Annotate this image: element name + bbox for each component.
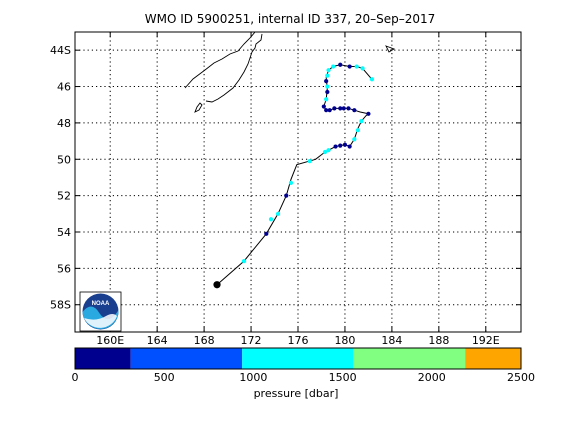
colorbar-tick-label: 2000 [418,371,446,384]
lat-tick-label: 58S [50,299,71,312]
lat-tick-label: 54 [57,226,71,239]
noaa-logo-text: NOAA [92,301,110,307]
profile-point [354,64,359,69]
profile-point [268,217,274,222]
colorbar-tick-labels: 0 500 1000 1500 2000 2500 [72,371,536,384]
coastline [184,31,396,113]
south-island-coast [184,31,256,89]
profile-point [332,106,337,111]
profile-point [264,231,269,236]
latitude-tick-labels: 44S 46 48 50 52 54 56 58S [50,44,71,312]
colorbar-segment [465,348,521,369]
lat-tick-label: 50 [57,153,71,166]
lon-tick-label: 184 [381,334,402,347]
lon-tick-label: 172 [241,334,262,347]
chatham-islands [385,45,396,53]
colorbar-segment [242,348,354,369]
profile-point [324,108,329,113]
profile-point [326,68,331,73]
profile-points [241,62,375,264]
lon-tick-label: 168 [194,334,215,347]
lat-tick-label: 56 [57,262,71,275]
profile-point [331,64,336,69]
profile-point [352,108,357,113]
colorbar-tick-label: 0 [72,371,79,384]
profile-point [355,128,360,133]
profile-point [325,73,330,78]
map-axes: 44S 46 48 50 52 54 56 58S 160E 164 168 172 176 180 18… [50,31,522,347]
colorbar-segment [130,348,243,369]
profile-point [352,137,357,142]
lat-tick-label: 52 [57,190,71,203]
profile-point [338,143,343,148]
colorbar-segments [75,348,521,369]
lon-tick-label: 176 [288,334,309,347]
colorbar-segment [353,348,466,369]
profile-point [275,211,281,216]
profile-point [324,97,329,102]
profile-point [333,144,338,149]
profile-point [284,193,289,198]
lon-tick-label: 188 [428,334,449,347]
profile-point [325,89,330,95]
colorbar-tick-label: 1500 [329,371,357,384]
map-frame [74,31,522,333]
lat-tick-label: 44S [50,44,71,57]
profile-point [325,84,330,89]
profile-point [322,149,328,155]
colorbar-tick-label: 500 [154,371,175,384]
lon-tick-label: 164 [147,334,168,347]
colorbar-frame [74,347,522,370]
colorbar-label: pressure [dbar] [254,387,339,400]
lat-tick-label: 48 [57,117,71,130]
lon-tick-label: 192E [472,334,500,347]
profile-point [346,106,351,111]
noaa-logo: NOAA [79,291,122,332]
profile-point [341,106,346,111]
lat-tick-label: 46 [57,81,71,94]
colorbar-segment [75,348,131,369]
profile-point [321,104,326,109]
profile-point [342,142,348,147]
stewart-island [194,102,203,113]
graticule [75,32,521,332]
profile-point [369,77,375,82]
colorbar-tick-label: 1000 [239,371,267,384]
lon-tick-label: 180 [334,334,355,347]
lon-tick-label: 160E [96,334,124,347]
longitude-tick-labels: 160E 164 168 172 176 180 184 188 192E [96,334,500,347]
profile-point [327,108,332,113]
profile-point [241,258,247,264]
colorbar-tick-label: 2500 [507,371,535,384]
profile-point [324,78,329,84]
south-island-coast-east [205,33,263,103]
deployment-point-marker [213,281,221,289]
profile-point [338,62,343,67]
profile-point [288,180,294,186]
profile-point [347,64,352,69]
profile-point [326,148,331,153]
profile-point [359,118,364,124]
profile-point [360,66,365,71]
profile-point [347,144,352,149]
map-title: WMO ID 5900251, internal ID 337, 20–Sep–… [145,12,436,26]
profile-point [338,106,343,111]
profile-point [366,111,371,116]
colorbar: 0 500 1000 1500 2000 2500 pressure [dbar] [72,347,536,400]
profile-point [307,158,312,164]
